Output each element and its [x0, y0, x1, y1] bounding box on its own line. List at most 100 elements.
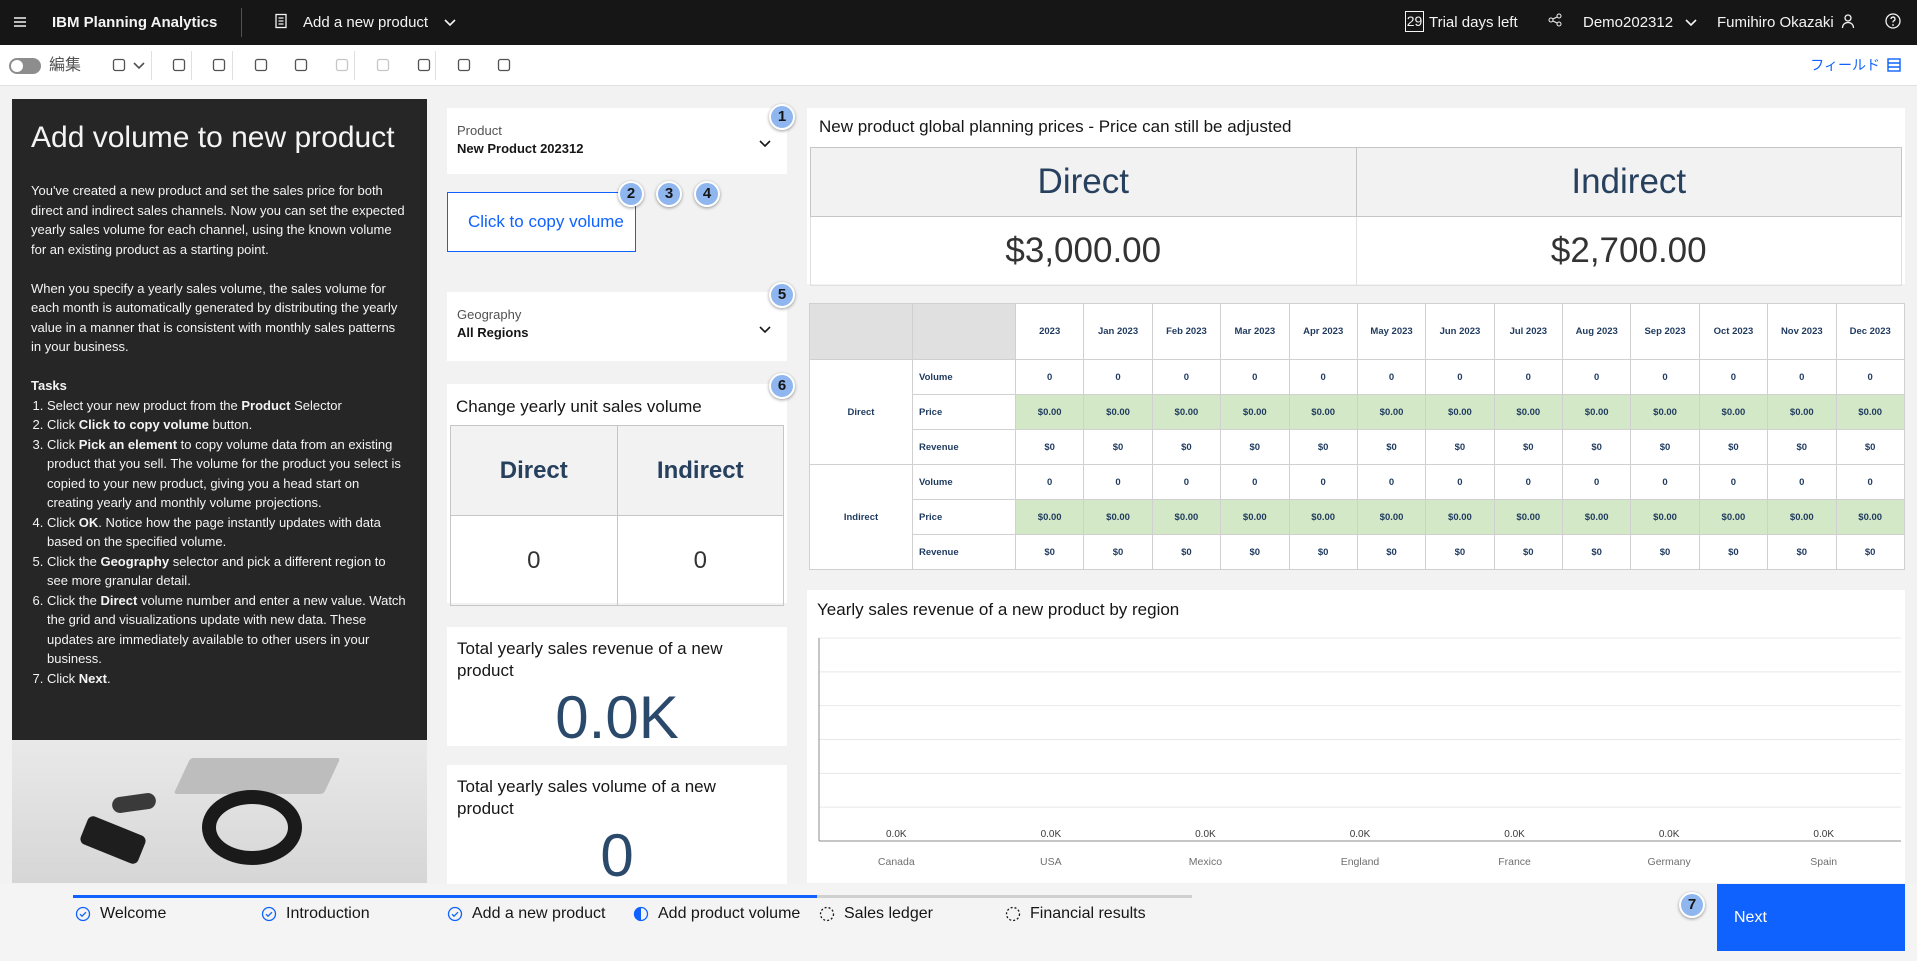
grid-cell[interactable]: 0: [1835, 359, 1905, 395]
grid-cell[interactable]: $0: [1493, 534, 1564, 570]
grid-cell[interactable]: $0.00: [1767, 394, 1837, 430]
user-icon[interactable]: [1840, 13, 1856, 29]
page-name[interactable]: Add a new product: [303, 14, 429, 31]
grid-cell[interactable]: 0: [1014, 359, 1085, 395]
step-label[interactable]: Add product volume: [658, 905, 801, 922]
grid-cell[interactable]: $0.00: [1767, 499, 1837, 535]
step-icon[interactable]: [1005, 906, 1021, 922]
toolbar-icon[interactable]: [334, 57, 350, 73]
grid-cell[interactable]: $0.00: [1356, 394, 1427, 430]
grid-cell[interactable]: $0.00: [1083, 394, 1153, 430]
grid-cell[interactable]: 0: [1493, 359, 1564, 395]
grid-cell[interactable]: $0.00: [1356, 499, 1427, 535]
toolbar-icon[interactable]: [171, 57, 187, 73]
grid-cell[interactable]: $0.00: [1014, 394, 1085, 430]
grid-cell[interactable]: 0: [1767, 359, 1837, 395]
step-label[interactable]: Welcome: [100, 905, 167, 922]
server-name[interactable]: Demo202312: [1583, 14, 1674, 31]
grid-cell[interactable]: 0: [1356, 359, 1427, 395]
grid-cell[interactable]: $0: [1356, 429, 1427, 465]
grid-cell[interactable]: $0.00: [1220, 499, 1290, 535]
step-icon[interactable]: [633, 906, 649, 922]
toolbar-icon[interactable]: [456, 57, 472, 73]
toolbar-icon[interactable]: [416, 57, 432, 73]
grid-cell[interactable]: $0: [1561, 534, 1632, 570]
grid-cell[interactable]: $0.00: [1493, 499, 1564, 535]
grid-cell[interactable]: $0: [1288, 429, 1358, 465]
share-icon[interactable]: [1547, 12, 1563, 28]
grid-cell[interactable]: $0: [1288, 534, 1358, 570]
save-chevron[interactable]: [131, 57, 147, 73]
grid-cell[interactable]: $0.00: [1561, 499, 1632, 535]
grid-cell[interactable]: 0: [1014, 464, 1085, 500]
grid-cell[interactable]: 0: [1561, 359, 1632, 395]
grid-cell[interactable]: $0: [1630, 429, 1700, 465]
grid-cell[interactable]: $0: [1151, 429, 1222, 465]
grid-cell[interactable]: 0: [1356, 464, 1427, 500]
toolbar-icon[interactable]: [211, 57, 227, 73]
grid-cell[interactable]: 0: [1425, 464, 1495, 500]
grid-cell[interactable]: 0: [1767, 464, 1837, 500]
grid-cell[interactable]: 0: [1698, 359, 1769, 395]
user-name[interactable]: Fumihiro Okazaki: [1717, 14, 1834, 31]
grid-cell[interactable]: $0.00: [1220, 394, 1290, 430]
grid-cell[interactable]: $0.00: [1014, 499, 1085, 535]
grid-cell[interactable]: 0: [1698, 464, 1769, 500]
grid-cell[interactable]: $0: [1151, 534, 1222, 570]
step-label[interactable]: Add a new product: [472, 905, 606, 922]
next-button[interactable]: Next: [1717, 884, 1905, 951]
grid-cell[interactable]: $0: [1083, 534, 1153, 570]
grid-cell[interactable]: $0: [1220, 534, 1290, 570]
product-selector[interactable]: Product New Product 202312: [447, 108, 787, 174]
grid-cell[interactable]: $0: [1767, 534, 1837, 570]
step-icon[interactable]: [75, 906, 91, 922]
grid-cell[interactable]: 0: [1151, 359, 1222, 395]
fields-icon[interactable]: [1886, 57, 1902, 73]
grid-cell[interactable]: $0.00: [1151, 394, 1222, 430]
selector-chevron[interactable]: [757, 321, 773, 337]
grid-cell[interactable]: $0: [1698, 429, 1769, 465]
toolbar-icon[interactable]: [253, 57, 269, 73]
grid-cell[interactable]: $0: [1493, 429, 1564, 465]
menu-icon[interactable]: [12, 14, 28, 30]
copy-button[interactable]: Click to copy volume: [447, 192, 636, 252]
step-label[interactable]: Sales ledger: [844, 905, 933, 922]
step-label[interactable]: Financial results: [1030, 905, 1146, 922]
grid-cell[interactable]: $0: [1425, 534, 1495, 570]
grid-cell[interactable]: $0.00: [1425, 394, 1495, 430]
grid-cell[interactable]: $0: [1835, 534, 1905, 570]
grid-cell[interactable]: $0: [1014, 534, 1085, 570]
help-icon[interactable]: [1885, 13, 1901, 29]
grid-cell[interactable]: $0.00: [1151, 499, 1222, 535]
grid-cell[interactable]: $0.00: [1425, 499, 1495, 535]
grid-cell[interactable]: $0: [1835, 429, 1905, 465]
grid-cell[interactable]: 0: [1835, 464, 1905, 500]
selector-chevron[interactable]: [757, 135, 773, 151]
grid-cell[interactable]: $0.00: [1630, 394, 1700, 430]
grid-cell[interactable]: $0.00: [1083, 499, 1153, 535]
grid-cell[interactable]: $0: [1220, 429, 1290, 465]
grid-cell[interactable]: $0.00: [1698, 499, 1769, 535]
grid-cell[interactable]: 0: [1425, 359, 1495, 395]
grid-cell[interactable]: $0: [1767, 429, 1837, 465]
grid-cell[interactable]: $0.00: [1288, 394, 1358, 430]
price-cell[interactable]: $2,700.00: [1355, 216, 1902, 286]
toolbar-icon[interactable]: [293, 57, 309, 73]
grid-cell[interactable]: 0: [1288, 359, 1358, 395]
grid-cell[interactable]: $0: [1425, 429, 1495, 465]
grid-cell[interactable]: $0.00: [1561, 394, 1632, 430]
grid-cell[interactable]: $0: [1630, 534, 1700, 570]
volume-cell[interactable]: 0: [450, 515, 618, 606]
server-chevron[interactable]: [1683, 14, 1699, 30]
grid-cell[interactable]: 0: [1561, 464, 1632, 500]
page-chevron[interactable]: [442, 14, 458, 30]
grid-cell[interactable]: $0.00: [1493, 394, 1564, 430]
grid-cell[interactable]: 0: [1630, 359, 1700, 395]
grid-cell[interactable]: 0: [1288, 464, 1358, 500]
volume-cell[interactable]: 0: [616, 515, 784, 606]
grid-cell[interactable]: 0: [1630, 464, 1700, 500]
grid-cell[interactable]: $0.00: [1288, 499, 1358, 535]
grid-cell[interactable]: 0: [1083, 464, 1153, 500]
toolbar-icon[interactable]: [496, 57, 512, 73]
step-icon[interactable]: [261, 906, 277, 922]
